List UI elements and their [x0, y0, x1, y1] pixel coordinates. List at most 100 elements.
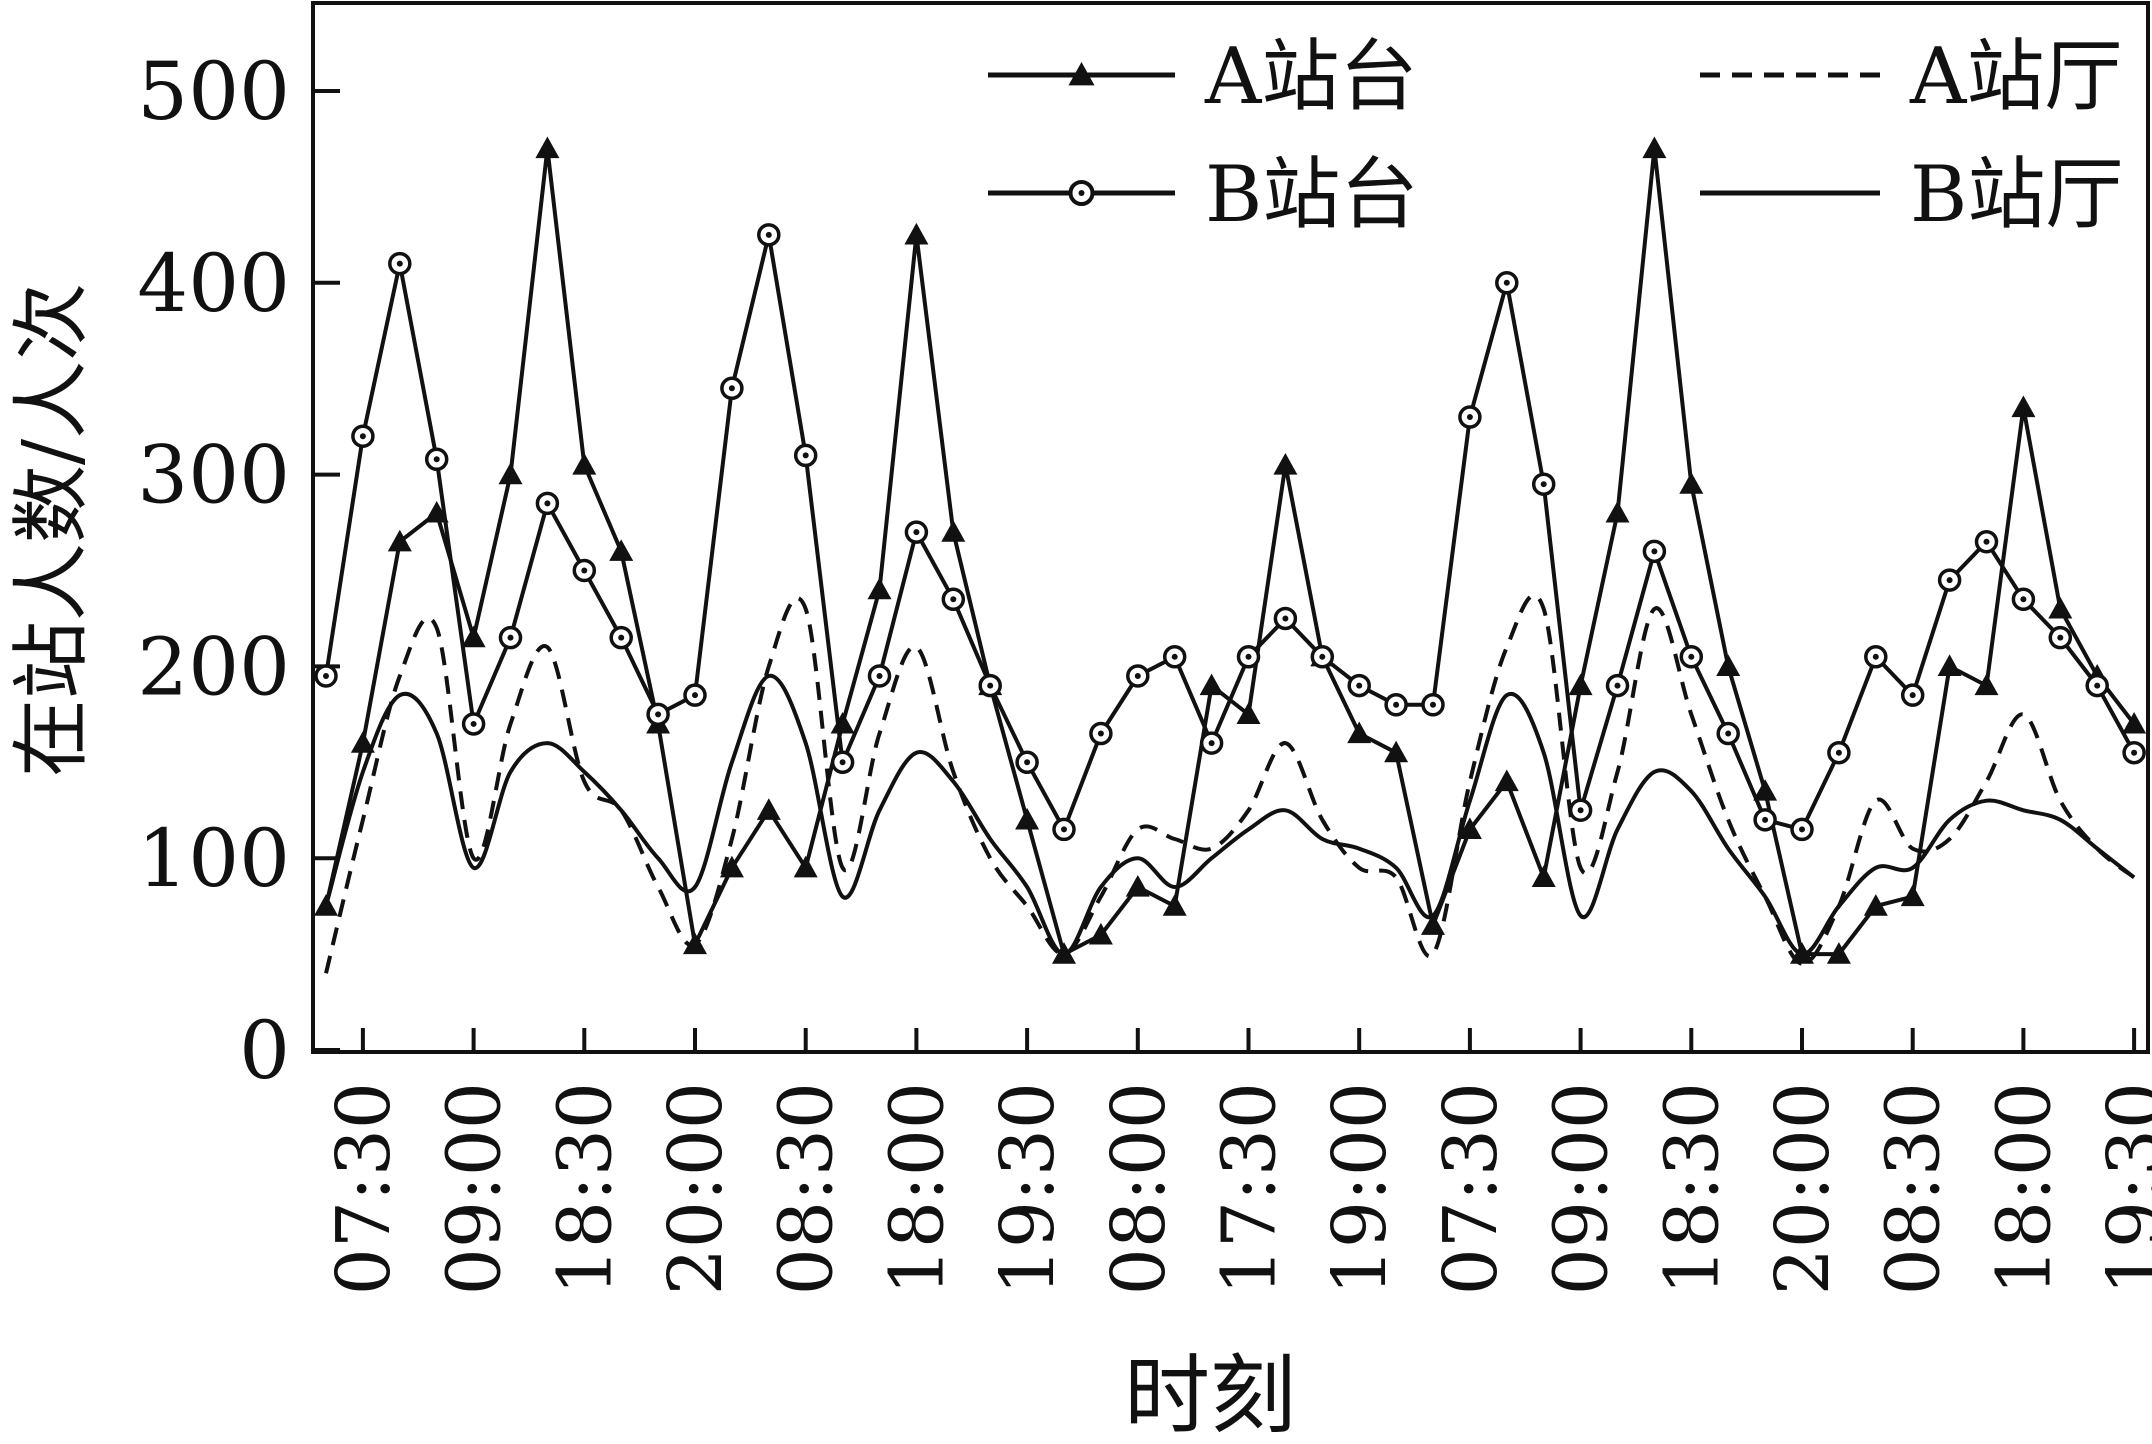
series-1-point-16 [904, 222, 929, 245]
series-1-point-11 [719, 855, 744, 878]
series-2-point-dot-6 [544, 500, 551, 507]
series-2-point-dot-0 [323, 672, 329, 679]
x-tick-label-2: 18:30 [542, 1082, 628, 1295]
series-2-point-dot-3 [433, 456, 440, 463]
series-2-point-dot-8 [618, 634, 625, 641]
series-1-point-33 [1531, 865, 1556, 887]
series-1-point-19 [1015, 807, 1040, 830]
x-tick-label-10: 07:30 [1428, 1082, 1514, 1295]
plot-frame [311, 1, 2150, 1054]
series-1-point-26 [1273, 453, 1298, 475]
series-2-point-dot-43 [1909, 692, 1916, 699]
series-2-point-dot-33 [1540, 481, 1547, 488]
series-2-point-dot-24 [1208, 740, 1215, 747]
series-2-point-dot-31 [1466, 414, 1473, 421]
series-1-point-1 [350, 731, 375, 753]
x-tick-label-7: 08:00 [1096, 1082, 1182, 1295]
series-1-point-2 [387, 529, 412, 552]
legend-item-2: B站台 [988, 150, 1418, 240]
series-2-point-dot-48 [2094, 682, 2101, 689]
series-2-point-dot-23 [1171, 653, 1178, 660]
series-1-point-3 [424, 500, 449, 523]
legend-marker-dot-2 [1078, 190, 1085, 196]
series-1-point-14 [830, 711, 855, 734]
series-1-point-12 [756, 798, 781, 820]
series-1-point-0 [314, 894, 338, 916]
series-2-point-dot-5 [507, 634, 514, 641]
series-1-point-7 [572, 453, 597, 475]
series-2-point-dot-45 [1983, 538, 1990, 545]
series-1-point-21 [1088, 922, 1113, 945]
series-1-point-45 [1974, 673, 1999, 696]
series-1-point-31 [1457, 817, 1482, 840]
series-2-point-dot-2 [396, 260, 403, 267]
y-tick-label-500: 500 [137, 45, 290, 138]
series-1-point-47 [2048, 596, 2073, 619]
series-2-point-dot-44 [1946, 577, 1953, 584]
series-1-point-49 [2122, 711, 2147, 734]
x-tick-label-12: 18:30 [1649, 1082, 1735, 1295]
series-2-point-dot-38 [1725, 730, 1732, 737]
series-1-point-46 [2011, 395, 2036, 418]
y-tick-label-200: 200 [137, 620, 290, 713]
legend: A站台 B站台 A站厅 B站厅 [988, 32, 2123, 240]
legend-label-2: B站台 [1205, 150, 1418, 240]
series-1-point-36 [1642, 136, 1667, 159]
y-axis: 0 100 200 300 400 500 [137, 45, 340, 1097]
series-3-line [324, 593, 2136, 974]
legend-label-1: A站台 [1204, 32, 1417, 122]
series-1-point-15 [867, 577, 892, 600]
series-1-point-22 [1125, 874, 1150, 897]
series-1-point-38 [1716, 654, 1741, 676]
series-1-point-30 [1421, 913, 1445, 935]
series-1-point-6 [535, 136, 560, 159]
series-1-point-42 [1863, 894, 1888, 916]
legend-marker-1 [1068, 62, 1095, 86]
series-1-point-40 [1790, 942, 1814, 964]
legend-label-4: B站厅 [1910, 150, 2123, 240]
series-2-point-dot-22 [1134, 672, 1141, 679]
series-2-point-dot-29 [1393, 701, 1400, 708]
legend-label-3: A站厅 [1909, 32, 2122, 122]
series-2-point-dot-49 [2131, 749, 2138, 756]
series-2-point-dot-36 [1651, 548, 1658, 555]
series-2-point-dot-16 [913, 529, 920, 536]
x-axis-label: 时刻 [1124, 1346, 1296, 1444]
series-1-point-35 [1605, 500, 1630, 523]
series-2-point-dot-37 [1688, 653, 1695, 660]
series-2-point-dot-4 [470, 720, 477, 727]
x-tick-label-13: 20:00 [1760, 1082, 1846, 1295]
series-2-point-dot-27 [1319, 653, 1326, 660]
series-2-point-dot-18 [987, 682, 994, 689]
series-1-point-28 [1347, 721, 1372, 744]
series-2-point-dot-20 [1061, 826, 1067, 833]
legend-item-1: A站台 [988, 32, 1417, 122]
series-1-point-25 [1236, 702, 1261, 724]
series-2-point-dot-10 [692, 692, 698, 699]
series-2-point-dot-28 [1356, 682, 1363, 689]
x-tick-label-15: 18:00 [1981, 1082, 2067, 1295]
series-1-point-23 [1162, 894, 1187, 916]
series-2-point-dot-26 [1282, 615, 1289, 622]
series-2-point-dot-14 [839, 759, 846, 766]
x-tick-label-9: 19:00 [1317, 1082, 1403, 1295]
series-4-line [324, 673, 2136, 957]
x-tick-label-8: 17:30 [1207, 1082, 1293, 1295]
x-tick-label-5: 18:00 [874, 1082, 960, 1295]
series-2-point-dot-40 [1799, 826, 1805, 833]
series-2-point-dot-1 [359, 433, 366, 440]
series-1-point-4 [461, 625, 486, 648]
legend-item-3: A站厅 [1700, 32, 2122, 122]
x-tick-label-0: 07:30 [321, 1082, 407, 1295]
series-1-point-34 [1568, 673, 1593, 696]
series-2-point-dot-19 [1024, 759, 1031, 766]
x-tick-label-3: 20:00 [653, 1082, 739, 1295]
series-2-point-dot-25 [1245, 653, 1252, 660]
x-tick-label-1: 09:00 [432, 1082, 518, 1295]
x-axis: 07:30 09:00 18:30 20:00 08:30 18:00 19:30 08:00… [321, 1028, 2152, 1295]
y-tick-label-0: 0 [239, 1004, 290, 1097]
series-4 [324, 673, 2136, 957]
x-tick-label-4: 08:30 [764, 1082, 850, 1295]
series-1-point-20 [1052, 942, 1076, 964]
series-1-point-5 [498, 462, 523, 485]
